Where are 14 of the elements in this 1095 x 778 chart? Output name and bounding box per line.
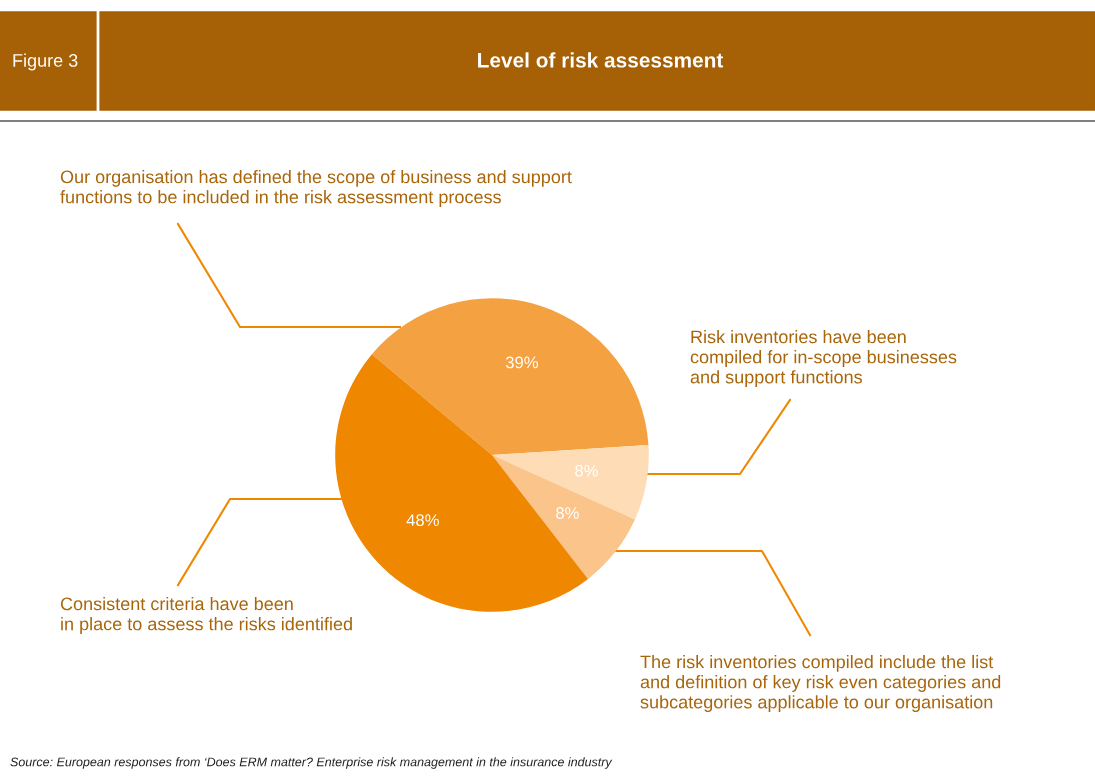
pie-slice — [492, 455, 635, 579]
data-label: 39% — [505, 356, 538, 369]
slice-label: Our organisation has defined the scope of business and support functions to be included in the risk assessment process — [60, 170, 572, 207]
data-label: 8% — [556, 507, 579, 519]
data-label: 8% — [575, 464, 598, 477]
chart-title: Level of risk assessment — [478, 52, 724, 68]
pie-slice — [371, 298, 649, 455]
slice-label: Risk inventories have been compiled for in-scope businesses and support functions — [690, 330, 957, 388]
chart-subtitle: Figure 3 — [13, 53, 78, 71]
pie-slice — [492, 444, 649, 520]
slice-label: Consistent criteria have been in place to assess the risks identified — [60, 597, 352, 634]
source-note: Source: European responses from ‘Does ERM matter? Enterprise risk management in the insurance industry — [10, 757, 613, 769]
data-label: 48% — [406, 514, 439, 527]
slice-label: The risk inventories compiled include the list and definition of key risk even categories and subcategories applicable to our organisation — [640, 655, 1001, 713]
